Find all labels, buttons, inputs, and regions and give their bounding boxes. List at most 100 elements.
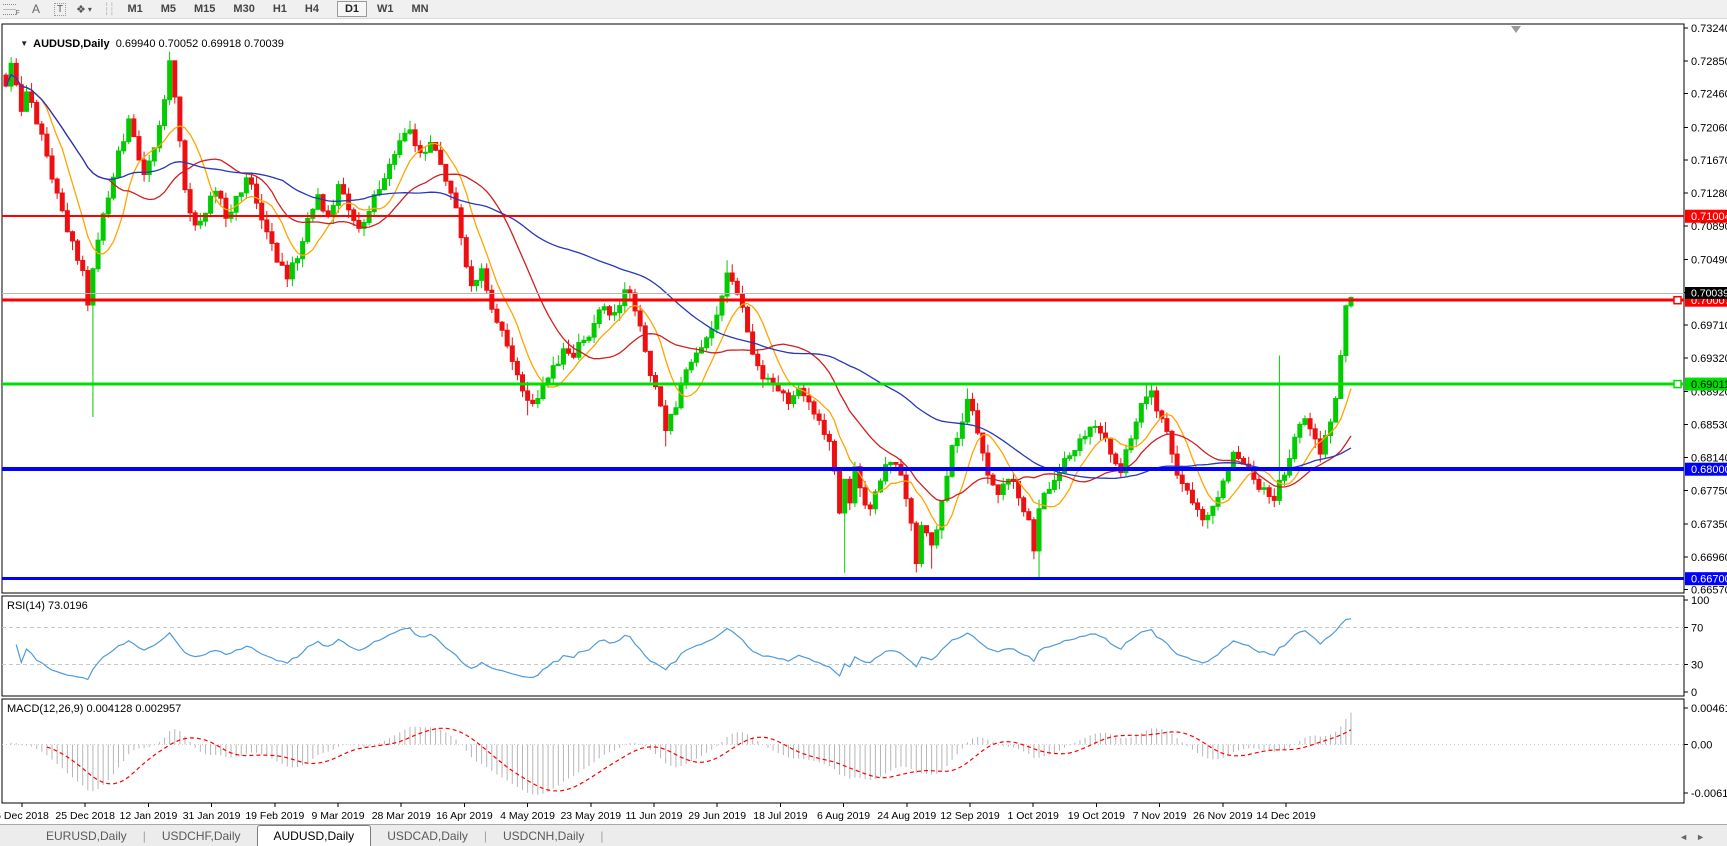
dropdown-caret-icon[interactable]: ▾: [87, 4, 92, 14]
candle-body: [105, 197, 111, 215]
candle-body: [760, 365, 766, 380]
candle-body: [1103, 432, 1109, 439]
candle-body: [888, 461, 894, 466]
date-tick-label: 19 Feb 2019: [245, 810, 304, 822]
symbol-tab-usdcad[interactable]: USDCAD,Daily: [387, 829, 468, 843]
collapse-arrow-icon[interactable]: ▼: [20, 39, 29, 48]
candle-body: [831, 440, 837, 472]
timeframe-button-m1[interactable]: M1: [127, 3, 143, 15]
candle-body: [1164, 418, 1170, 432]
candle-body: [90, 268, 96, 306]
candle-body: [918, 525, 924, 565]
candle-body: [1128, 438, 1134, 451]
candle-body: [1000, 483, 1006, 495]
candle-body: [407, 129, 413, 134]
price-tick-label: 0.68140: [1691, 452, 1727, 464]
candle-body: [1113, 453, 1119, 465]
candle-body: [1092, 425, 1098, 428]
candle-body: [724, 272, 730, 297]
candle-body: [1051, 480, 1057, 490]
candle-body: [1026, 511, 1032, 521]
candle-body: [959, 421, 965, 439]
timeframe-button-d1[interactable]: D1: [336, 1, 368, 17]
rsi-indicator-label: RSI(14) 73.0196: [7, 600, 88, 612]
candle-body: [177, 96, 183, 142]
candle-body: [1154, 390, 1160, 412]
tab-scroll-left-icon[interactable]: ◄: [1679, 832, 1697, 842]
rsi-panel: [1, 595, 1685, 697]
candle-body: [837, 470, 843, 514]
candle-body: [172, 60, 178, 98]
rsi-tick-label: 100: [1691, 595, 1709, 607]
candle-body: [463, 237, 469, 268]
candle-body: [126, 118, 132, 143]
fib-grid-tool-button[interactable]: F: [1, 1, 23, 18]
date-tick-label: 14 Dec 2019: [1256, 810, 1316, 822]
candle-body: [473, 279, 479, 287]
candle-body: [601, 306, 607, 311]
candle-body: [975, 410, 981, 434]
symbol-tab-usdcnh[interactable]: USDCNH,Daily: [503, 829, 585, 843]
candle-body: [1256, 478, 1262, 490]
candle-body: [1108, 437, 1114, 455]
price-tick-label: 0.70490: [1691, 255, 1727, 267]
timeframe-button-m15[interactable]: M15: [194, 3, 216, 15]
candle-body: [69, 231, 75, 242]
candle-body: [872, 491, 878, 510]
toolbar-grip[interactable]: ┆┆: [103, 2, 116, 16]
candle-body: [243, 177, 249, 194]
date-tick-label: 16 Apr 2019: [436, 810, 493, 822]
candle-body: [816, 413, 822, 421]
candle-body: [289, 262, 295, 280]
symbol-tab-audusd[interactable]: AUDUSD,Daily: [256, 825, 372, 846]
candle-body: [535, 397, 541, 405]
candle-body: [877, 480, 883, 493]
line-price-label: [1685, 377, 1727, 391]
candle-body: [34, 101, 40, 125]
candle-body: [908, 498, 914, 524]
candle-body: [1292, 436, 1298, 460]
candle-body: [1189, 489, 1195, 504]
timeframe-button-m30[interactable]: M30: [233, 3, 255, 15]
text-annotation-tool-button[interactable]: A: [25, 1, 47, 18]
timeframe-group: M1 M5 M15 M30 H1 H4 D1 W1 MN: [118, 1, 437, 17]
candle-body: [509, 345, 515, 362]
cursor-arrows-tool-button[interactable]: ❖ ▾: [73, 1, 95, 18]
text-label-tool-button[interactable]: T: [49, 1, 71, 18]
candle-body: [330, 204, 336, 216]
timeframe-button-mn[interactable]: MN: [411, 3, 429, 15]
candle-body: [448, 180, 454, 194]
symbol-tab-eurusd[interactable]: EURUSD,Daily: [46, 829, 127, 843]
timeframe-button-h4[interactable]: H4: [304, 3, 319, 15]
tab-separator: |: [142, 829, 146, 843]
candle-body: [325, 210, 331, 216]
tab-scroll-right-icon[interactable]: ►: [1696, 832, 1713, 842]
candle-body: [913, 522, 919, 565]
candle-body: [468, 266, 474, 287]
candle-body: [1097, 425, 1103, 434]
candle-body: [1297, 423, 1303, 438]
candle-body: [100, 213, 106, 241]
candle-body: [320, 194, 326, 212]
candle-body: [182, 140, 188, 191]
symbol-tab-bar: EURUSD,Daily | USDCHF,Daily AUDUSD,Daily USD…: [0, 824, 1727, 846]
timeframe-button-w1[interactable]: W1: [377, 3, 394, 15]
candle-body: [540, 384, 546, 399]
candle-body: [1036, 508, 1042, 552]
timeframe-button-h1[interactable]: H1: [272, 3, 287, 15]
timeframe-button-m5[interactable]: M5: [160, 3, 177, 15]
candle-body: [954, 437, 960, 447]
tab-separator: |: [483, 829, 487, 843]
date-tick-label: 6 Dec 2018: [0, 810, 49, 822]
candle-body: [1205, 514, 1211, 521]
candle-body: [668, 413, 674, 431]
candle-body: [438, 149, 444, 165]
symbol-tab-usdchf[interactable]: USDCHF,Daily: [161, 829, 241, 843]
line-price-label: [1685, 462, 1727, 476]
candle-body: [530, 399, 536, 405]
fib-grid-letter: F: [15, 9, 20, 17]
candle-body: [1287, 458, 1293, 476]
line-price-label-text: 0.71004: [1691, 211, 1727, 223]
